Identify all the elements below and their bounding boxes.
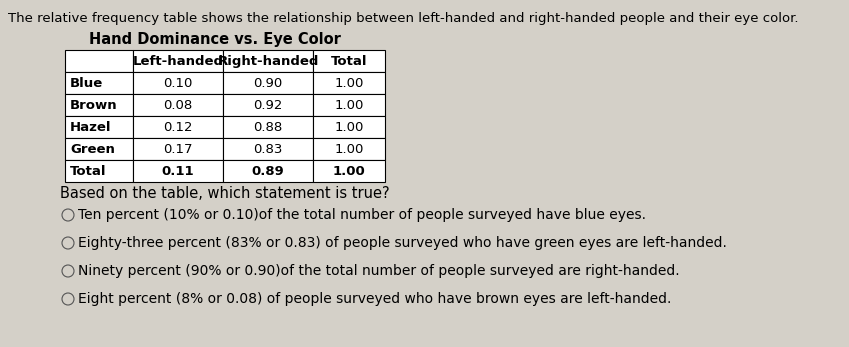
- Text: 1.00: 1.00: [335, 120, 363, 134]
- Bar: [313, 94, 385, 116]
- Text: 0.92: 0.92: [253, 99, 283, 111]
- Text: 0.08: 0.08: [163, 99, 193, 111]
- Text: Blue: Blue: [70, 76, 104, 90]
- Text: Green: Green: [70, 143, 115, 155]
- Text: Ten percent (10% or 0.10)of the total number of people surveyed have blue eyes.: Ten percent (10% or 0.10)of the total nu…: [78, 208, 646, 222]
- Bar: [65, 160, 133, 182]
- Bar: [133, 160, 223, 182]
- Text: 0.17: 0.17: [163, 143, 193, 155]
- Bar: [133, 138, 223, 160]
- Bar: [65, 50, 133, 72]
- Bar: [223, 116, 313, 138]
- Bar: [65, 116, 133, 138]
- Text: Hazel: Hazel: [70, 120, 111, 134]
- Circle shape: [62, 237, 74, 249]
- Text: 0.89: 0.89: [251, 164, 284, 178]
- Circle shape: [62, 209, 74, 221]
- Circle shape: [62, 265, 74, 277]
- Text: 1.00: 1.00: [333, 164, 365, 178]
- Circle shape: [62, 293, 74, 305]
- Bar: [223, 50, 313, 72]
- Text: Ninety percent (90% or 0.90)of the total number of people surveyed are right-han: Ninety percent (90% or 0.90)of the total…: [78, 264, 680, 278]
- Text: 0.83: 0.83: [253, 143, 283, 155]
- Text: 0.11: 0.11: [161, 164, 194, 178]
- Text: Right-handed: Right-handed: [217, 54, 318, 68]
- Text: Eight percent (8% or 0.08) of people surveyed who have brown eyes are left-hande: Eight percent (8% or 0.08) of people sur…: [78, 292, 672, 306]
- Bar: [223, 94, 313, 116]
- Bar: [313, 50, 385, 72]
- Bar: [313, 160, 385, 182]
- Text: The relative frequency table shows the relationship between left-handed and righ: The relative frequency table shows the r…: [8, 12, 799, 25]
- Bar: [133, 94, 223, 116]
- Text: 0.12: 0.12: [163, 120, 193, 134]
- Bar: [313, 72, 385, 94]
- Bar: [223, 72, 313, 94]
- Text: Brown: Brown: [70, 99, 118, 111]
- Bar: [313, 116, 385, 138]
- Text: 0.10: 0.10: [163, 76, 193, 90]
- Bar: [65, 94, 133, 116]
- Text: 1.00: 1.00: [335, 143, 363, 155]
- Text: Hand Dominance vs. Eye Color: Hand Dominance vs. Eye Color: [89, 32, 341, 47]
- Text: 1.00: 1.00: [335, 76, 363, 90]
- Text: Based on the table, which statement is true?: Based on the table, which statement is t…: [60, 186, 390, 201]
- Text: Total: Total: [331, 54, 368, 68]
- Bar: [133, 72, 223, 94]
- Text: 0.88: 0.88: [253, 120, 283, 134]
- Bar: [133, 50, 223, 72]
- Text: Left-handed: Left-handed: [132, 54, 223, 68]
- Text: 0.90: 0.90: [253, 76, 283, 90]
- Text: Total: Total: [70, 164, 106, 178]
- Text: 1.00: 1.00: [335, 99, 363, 111]
- Bar: [223, 160, 313, 182]
- Bar: [65, 138, 133, 160]
- Bar: [313, 138, 385, 160]
- Bar: [65, 72, 133, 94]
- Text: Eighty-three percent (83% or 0.83) of people surveyed who have green eyes are le: Eighty-three percent (83% or 0.83) of pe…: [78, 236, 727, 250]
- Bar: [223, 138, 313, 160]
- Bar: [133, 116, 223, 138]
